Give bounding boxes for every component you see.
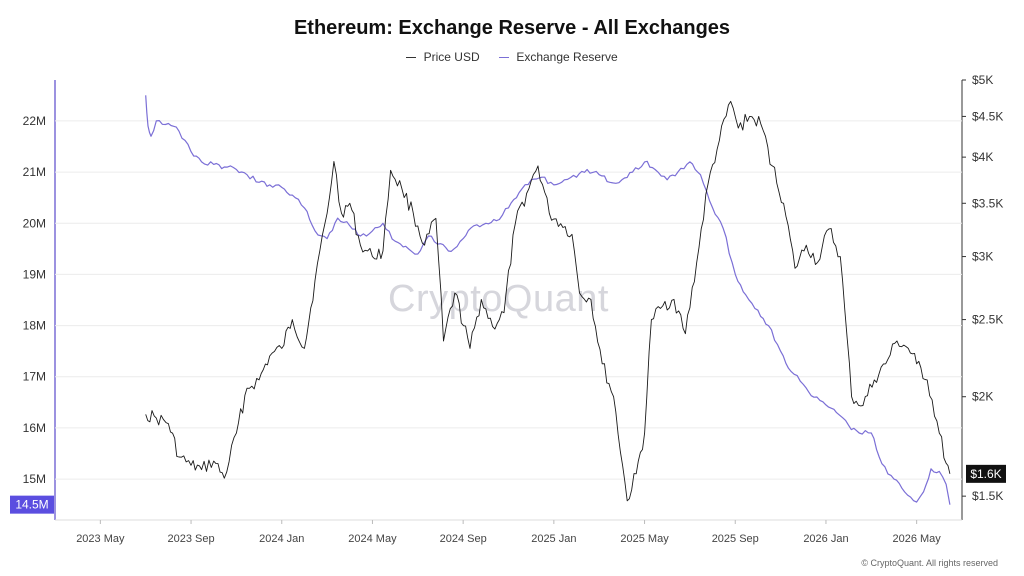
legend-swatch-reserve	[498, 57, 509, 59]
copyright-notice: © CryptoQuant. All rights reserved	[861, 558, 998, 568]
legend-swatch-price	[406, 57, 417, 59]
y-left-tick-label: 17M	[23, 370, 46, 384]
x-tick-label: 2025 May	[620, 533, 669, 545]
y-left-tick-label: 15M	[23, 472, 46, 486]
x-tick-label: 2024 Sep	[440, 533, 487, 545]
current-reserve-label: 14.5M	[15, 498, 48, 512]
series-line-price	[145, 100, 951, 502]
y-left-tick-label: 20M	[23, 216, 46, 230]
y-right-tick-label: $1.5K	[972, 489, 1003, 503]
x-tick-label: 2026 Jan	[803, 533, 848, 545]
y-left-tick-label: 16M	[23, 421, 46, 435]
y-right-tick-label: $3.5K	[972, 196, 1003, 210]
legend-label-reserve: Exchange Reserve	[516, 50, 618, 64]
y-right-tick-label: $2.5K	[972, 313, 1003, 327]
x-tick-label: 2024 Jan	[259, 533, 304, 545]
current-price-badge	[966, 464, 1006, 483]
current-reserve-badge	[10, 495, 54, 514]
chart-title: Ethereum: Exchange Reserve - All Exchang…	[293, 17, 731, 39]
y-right-tick-label: $5K	[972, 73, 993, 87]
legend-label-price: Price USD	[423, 50, 480, 64]
chart-legend: Price USD Exchange Reserve	[0, 50, 1024, 64]
y-left-tick-label: 21M	[23, 165, 46, 179]
x-tick-label: 2024 May	[348, 533, 397, 545]
y-right-tick-label: $4K	[972, 150, 993, 164]
x-tick-label: 2025 Jan	[531, 533, 576, 545]
y-right-tick-label: $3K	[972, 250, 993, 264]
current-price-label: $1.6K	[970, 467, 1001, 481]
y-left-tick-label: 22M	[23, 114, 46, 128]
y-right-tick-label: $4.5K	[972, 109, 1003, 123]
watermark: CryptoQuant	[388, 278, 609, 320]
y-left-tick-label: 19M	[23, 267, 46, 281]
series-line-exchange-reserve	[145, 95, 951, 505]
x-tick-label: 2026 May	[892, 533, 941, 545]
x-tick-label: 2023 Sep	[167, 533, 214, 545]
x-tick-label: 2023 May	[76, 533, 125, 545]
y-right-tick-label: $2K	[972, 390, 993, 404]
legend-item-reserve[interactable]: Exchange Reserve	[498, 50, 618, 64]
x-tick-label: 2025 Sep	[712, 533, 759, 545]
legend-item-price[interactable]: Price USD	[406, 50, 480, 64]
y-left-tick-label: 18M	[23, 319, 46, 333]
